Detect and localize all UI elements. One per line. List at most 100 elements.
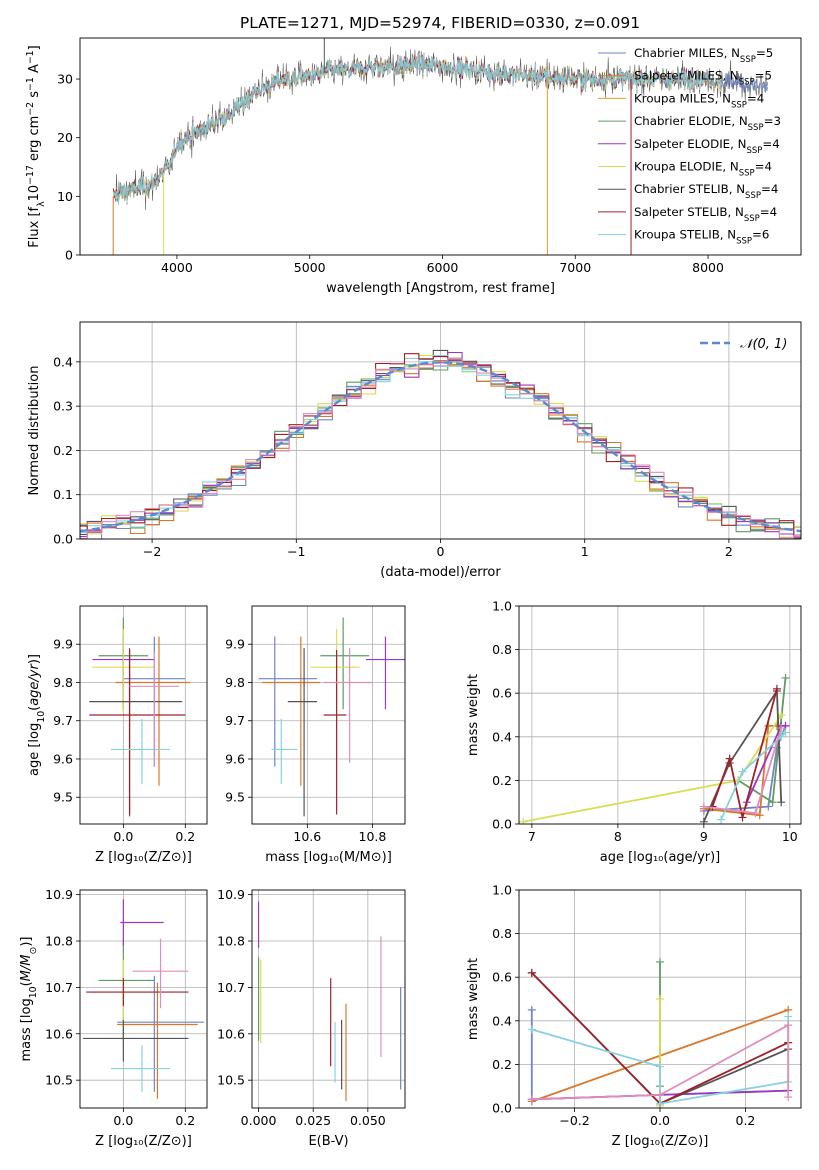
age-vs-mass-ytick-label: 9.7 bbox=[225, 713, 245, 728]
residuals-ytick-label: 0.4 bbox=[53, 354, 73, 369]
mass-vs-Z-plot-area bbox=[83, 899, 204, 1099]
mass-vs-EBV-ytick-label: 10.6 bbox=[217, 1026, 245, 1041]
spectrum-xtick-label: 5000 bbox=[294, 260, 326, 275]
mass-vs-Z-errorbar bbox=[117, 975, 204, 1092]
weight-vs-age-ylabel: mass weight bbox=[466, 674, 481, 756]
mass-vs-Z-ytick-label: 10.6 bbox=[45, 1026, 73, 1041]
mass-vs-EBV-ytick-label: 10.7 bbox=[217, 980, 245, 995]
weight-vs-Z-ytick-label: 0.4 bbox=[492, 1013, 512, 1028]
figure-title: PLATE=1271, MJD=52974, FIBERID=0330, z=0… bbox=[240, 14, 640, 32]
weight-vs-Z-ytick-label: 0.8 bbox=[492, 926, 512, 941]
weight-vs-Z-ytick-label: 0.2 bbox=[492, 1057, 512, 1072]
weight-vs-Z-ytick-label: 0.0 bbox=[492, 1101, 512, 1116]
spectrum-xtick-label: 4000 bbox=[161, 260, 193, 275]
weight-vs-Z-point-marker bbox=[527, 1095, 536, 1104]
age-vs-Z-ytick-label: 9.9 bbox=[53, 637, 73, 652]
weight-vs-Z-series-line bbox=[531, 1023, 790, 1101]
age-vs-mass-errorbar bbox=[323, 648, 373, 763]
mass-vs-EBV-panel: 0.000 0.025 0.050 10.5 10.6 10.7 10.8 10.9 E(B-V… bbox=[217, 887, 406, 1149]
weight-vs-age-ytick-label: 0.2 bbox=[492, 773, 512, 788]
weight-vs-age-point-marker bbox=[781, 728, 790, 737]
age-vs-mass-ytick-label: 9.9 bbox=[225, 637, 245, 652]
weight-vs-age-point-marker bbox=[699, 802, 708, 811]
weight-vs-age-xtick-label: 10 bbox=[782, 829, 798, 844]
mass-vs-EBV-ytick-label: 10.5 bbox=[217, 1073, 245, 1088]
age-vs-Z-plot-area bbox=[89, 617, 190, 817]
spectrum-ylabel: Flux [fλ10−17 erg cm−2 s−1 A−1] bbox=[25, 45, 47, 247]
spectrum-series-line bbox=[112, 52, 722, 206]
spectrum-legend-label: Salpeter MILES, NSSP=5 bbox=[634, 69, 772, 88]
age-vs-mass-errorbar bbox=[365, 636, 405, 710]
weight-vs-Z-xtick-label: 0.2 bbox=[736, 1113, 756, 1128]
spectrum-ytick-label: 30 bbox=[57, 72, 73, 87]
weight-vs-Z-point-marker bbox=[656, 957, 664, 966]
weight-vs-Z-ylabel: mass weight bbox=[466, 958, 481, 1040]
age-vs-mass-errorbar bbox=[323, 649, 347, 815]
mass-vs-Z-ytick-label: 10.5 bbox=[45, 1073, 73, 1088]
weight-vs-Z-ytick-label: 0.6 bbox=[492, 970, 512, 985]
mass-vs-Z-errorbar bbox=[86, 978, 189, 1006]
age-vs-mass-errorbar bbox=[271, 718, 298, 784]
weight-vs-age-point-marker bbox=[738, 767, 747, 776]
weight-vs-Z-point-marker bbox=[784, 1093, 793, 1102]
mass-vs-Z-errorbar bbox=[132, 938, 189, 1009]
spectrum-legend-label: Chabrier ELODIE, NSSP=3 bbox=[634, 114, 781, 133]
mass-vs-Z-xtick-label: 0.0 bbox=[113, 1113, 133, 1128]
mass-vs-Z-panel: 0.0 0.2 10.5 10.6 10.7 10.8 10.9 Z [log₁₀(Z/Z⊙)… bbox=[19, 887, 208, 1149]
mass-vs-Z-xtick-label: 0.2 bbox=[175, 1113, 195, 1128]
residuals-legend-label: 𝒩(0, 1) bbox=[740, 337, 787, 352]
age-vs-mass-ytick-label: 9.8 bbox=[225, 675, 245, 690]
weight-vs-age-point-marker bbox=[519, 817, 528, 824]
weight-vs-Z-point-marker bbox=[656, 995, 664, 1003]
residuals-ytick-label: 0.1 bbox=[53, 487, 73, 502]
spectrum-panel: 4000 5000 6000 7000 8000 0 10 20 30 wavelength [A… bbox=[25, 37, 802, 296]
residuals-xtick-label: 0 bbox=[437, 544, 445, 559]
weight-vs-age-ytick-label: 0.8 bbox=[492, 642, 512, 657]
age-vs-mass-xtick-label: 10.8 bbox=[359, 829, 387, 844]
weight-vs-age-ytick-label: 0.6 bbox=[492, 686, 512, 701]
age-vs-mass-errorbar bbox=[310, 628, 360, 714]
age-vs-Z-errorbar bbox=[110, 718, 170, 784]
spectrum-frame bbox=[79, 37, 802, 256]
mass-vs-Z-errorbar bbox=[110, 1045, 170, 1092]
age-vs-Z-frame bbox=[79, 605, 208, 825]
residuals-histogram bbox=[80, 351, 801, 538]
age-vs-mass-errorbar bbox=[287, 648, 318, 817]
weight-vs-age-point-marker bbox=[751, 809, 760, 818]
age-vs-Z-xlabel: Z [log₁₀(Z/Z⊙)] bbox=[95, 850, 192, 865]
mass-vs-Z-xlabel: Z [log₁₀(Z/Z⊙)] bbox=[95, 1134, 192, 1149]
weight-vs-Z-xtick-label: −0.2 bbox=[559, 1113, 589, 1128]
weight-vs-age-ytick-label: 1.0 bbox=[492, 599, 512, 614]
weight-vs-age-point-marker bbox=[772, 684, 781, 693]
age-vs-mass-errorbar bbox=[320, 617, 370, 710]
spectrum-legend-label: Chabrier STELIB, NSSP=4 bbox=[634, 182, 778, 201]
weight-vs-Z-point-marker bbox=[784, 1021, 793, 1030]
spectrum-ytick-label: 20 bbox=[57, 130, 73, 145]
mass-vs-EBV-plot-area bbox=[257, 901, 402, 1102]
weight-vs-age-point-marker bbox=[777, 798, 786, 807]
weight-vs-Z-xtick-label: 0.0 bbox=[650, 1113, 670, 1128]
age-vs-Z-errorbar bbox=[89, 649, 186, 815]
weight-vs-age-point-marker bbox=[777, 724, 786, 733]
age-vs-Z-xtick-label: 0.2 bbox=[175, 829, 195, 844]
age-vs-Z-ytick-label: 9.6 bbox=[53, 751, 73, 766]
age-vs-Z-ytick-label: 9.5 bbox=[53, 790, 73, 805]
mass-vs-EBV-xlabel: E(B-V) bbox=[308, 1134, 348, 1149]
spectrum-xtick-label: 7000 bbox=[559, 260, 591, 275]
residuals-frame bbox=[79, 321, 802, 540]
residuals-plot-area bbox=[80, 349, 801, 539]
weight-vs-age-point-marker bbox=[755, 811, 764, 820]
spectrum-plot-area bbox=[112, 38, 768, 255]
residuals-histogram bbox=[80, 353, 801, 539]
age-vs-mass-ytick-label: 9.6 bbox=[225, 751, 245, 766]
spectrum-legend-label: Kroupa MILES, NSSP=4 bbox=[634, 91, 764, 110]
spectrum-legend-label: Chabrier MILES, NSSP=5 bbox=[634, 46, 773, 65]
mass-vs-EBV-xtick-label: 0.000 bbox=[241, 1113, 277, 1128]
weight-vs-Z-point-marker bbox=[527, 1025, 536, 1034]
weight-vs-Z-point-marker bbox=[656, 1062, 664, 1071]
age-vs-Z-ytick-label: 9.8 bbox=[53, 675, 73, 690]
spectrum-legend-label: Salpeter STELIB, NSSP=4 bbox=[634, 205, 777, 224]
age-vs-Z-panel: 0.0 0.2 9.5 9.6 9.7 9.8 9.9 Z [log₁₀(Z/Z⊙)] age … bbox=[27, 605, 208, 865]
residuals-xtick-label: 2 bbox=[725, 544, 733, 559]
